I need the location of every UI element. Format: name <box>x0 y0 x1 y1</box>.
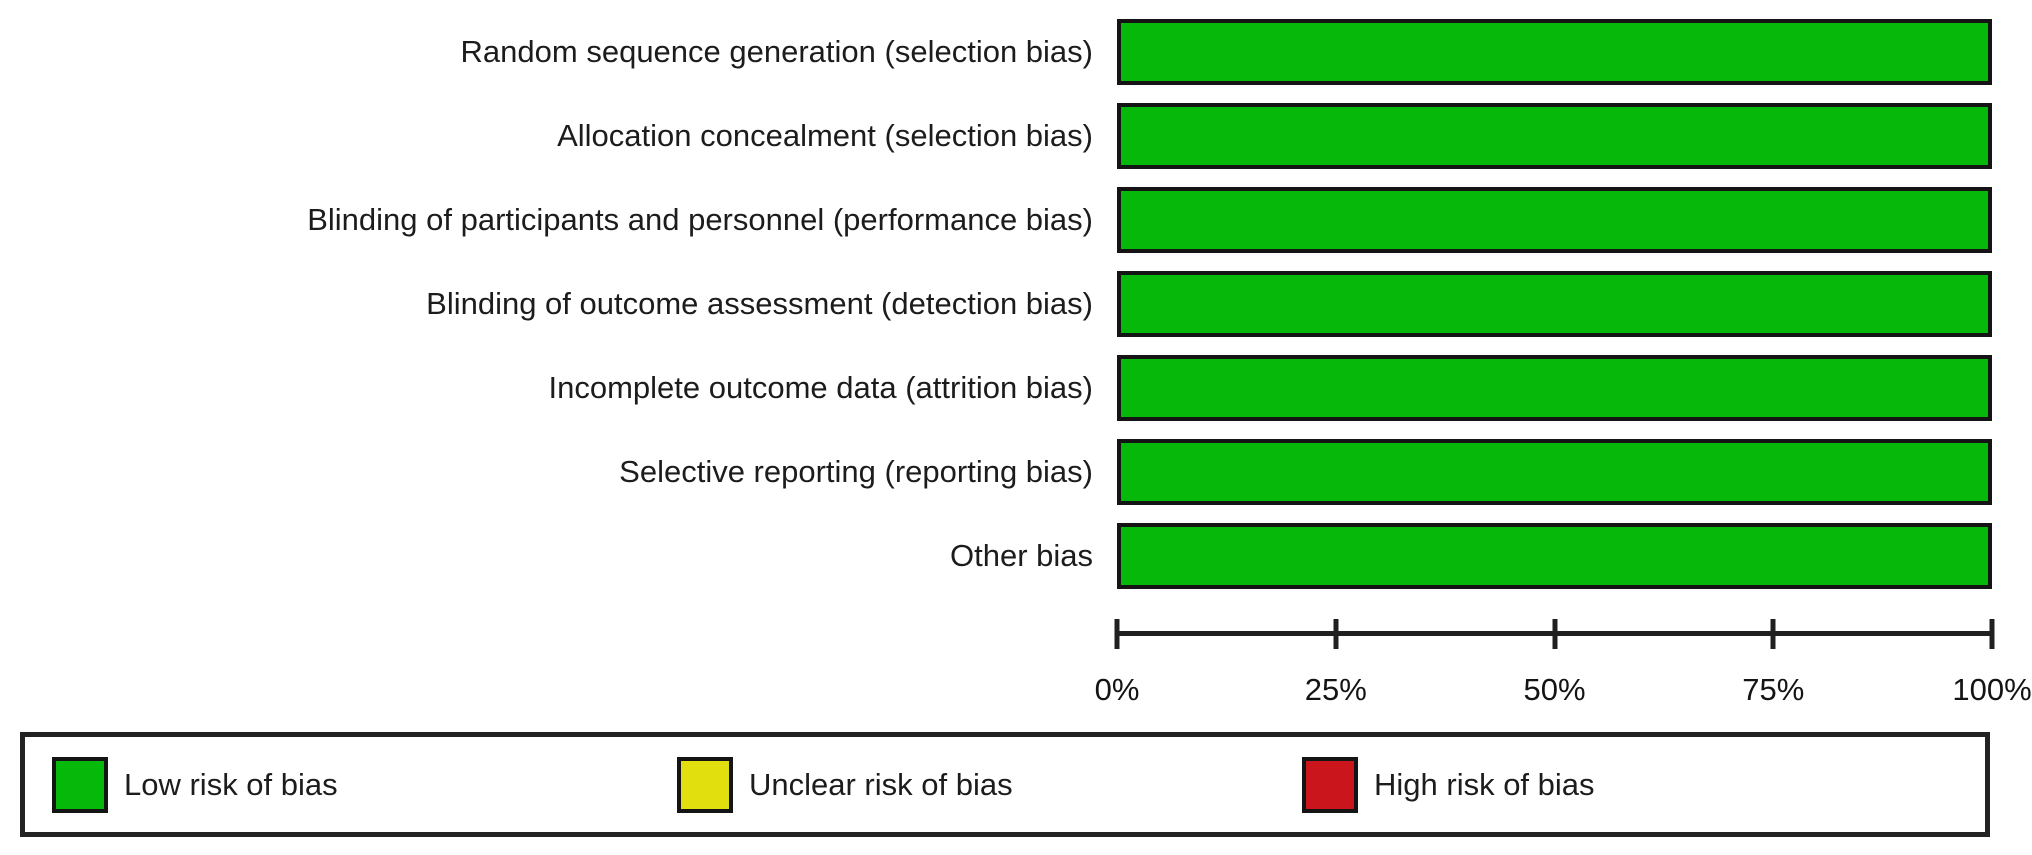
bar-segment-low-risk-of-bias <box>1117 439 1992 505</box>
legend-label-high-risk: High risk of bias <box>1374 766 1595 802</box>
category-label: Incomplete outcome data (attrition bias) <box>548 369 1094 405</box>
category-label: Blinding of outcome assessment (detectio… <box>426 285 1093 321</box>
category-label: Blinding of participants and personnel (… <box>307 201 1093 237</box>
legend-item-high-risk: High risk of bias <box>1302 737 1595 832</box>
bar-segment-low-risk-of-bias <box>1117 271 1992 337</box>
bar-segment-low-risk-of-bias <box>1117 19 1992 85</box>
legend-item-low-risk: Low risk of bias <box>52 737 338 832</box>
axis-tick <box>1770 619 1776 649</box>
legend-key-low-risk-swatch <box>52 756 108 813</box>
category-label: Random sequence generation (selection bi… <box>460 33 1093 69</box>
axis-tick-label: 100% <box>1952 672 2032 707</box>
bar-track <box>1117 187 1992 253</box>
legend-key-high-risk-swatch <box>1302 756 1358 813</box>
bar-segment-low-risk-of-bias <box>1117 523 1992 589</box>
bar-segment-low-risk-of-bias <box>1117 187 1992 253</box>
bar-track <box>1117 19 1992 85</box>
bar-segment-low-risk-of-bias <box>1117 355 1992 421</box>
table-row: Incomplete outcome data (attrition bias) <box>0 355 1992 421</box>
category-label: Selective reporting (reporting bias) <box>619 453 1093 489</box>
legend: Low risk of bias Unclear risk of bias Hi… <box>20 732 1990 837</box>
table-row: Selective reporting (reporting bias) <box>0 439 1992 505</box>
axis-tick-label: 0% <box>1094 672 1140 707</box>
axis-tick <box>1989 619 1995 649</box>
axis-tick <box>1552 619 1557 649</box>
table-row: Other bias <box>0 523 1992 589</box>
legend-key-unclear-risk-swatch <box>677 756 733 813</box>
axis-tick <box>1333 619 1339 649</box>
axis-tick-label: 50% <box>1523 672 1586 707</box>
legend-label-low-risk: Low risk of bias <box>124 766 338 802</box>
bar-track <box>1117 439 1992 505</box>
bar-track <box>1117 271 1992 337</box>
category-label: Other bias <box>949 537 1093 573</box>
legend-item-unclear-risk: Unclear risk of bias <box>677 737 1013 832</box>
bar-rows: Random sequence generation (selection bi… <box>0 19 1992 589</box>
bar-track <box>1117 523 1992 589</box>
table-row: Allocation concealment (selection bias) <box>0 103 1992 169</box>
table-row: Random sequence generation (selection bi… <box>0 19 1992 85</box>
axis-tick-label: 25% <box>1304 672 1367 707</box>
bar-track <box>1117 103 1992 169</box>
bar-segment-low-risk-of-bias <box>1117 103 1992 169</box>
table-row: Blinding of outcome assessment (detectio… <box>0 271 1992 337</box>
x-axis: 0% 25% 50% 75% 100% <box>1095 618 2032 728</box>
bar-track <box>1117 355 1992 421</box>
legend-label-unclear-risk: Unclear risk of bias <box>749 766 1013 802</box>
axis-tick-label: 75% <box>1742 672 1805 707</box>
axis-tick <box>1114 619 1120 649</box>
table-row: Blinding of participants and personnel (… <box>0 187 1992 253</box>
category-label: Allocation concealment (selection bias) <box>557 117 1093 153</box>
